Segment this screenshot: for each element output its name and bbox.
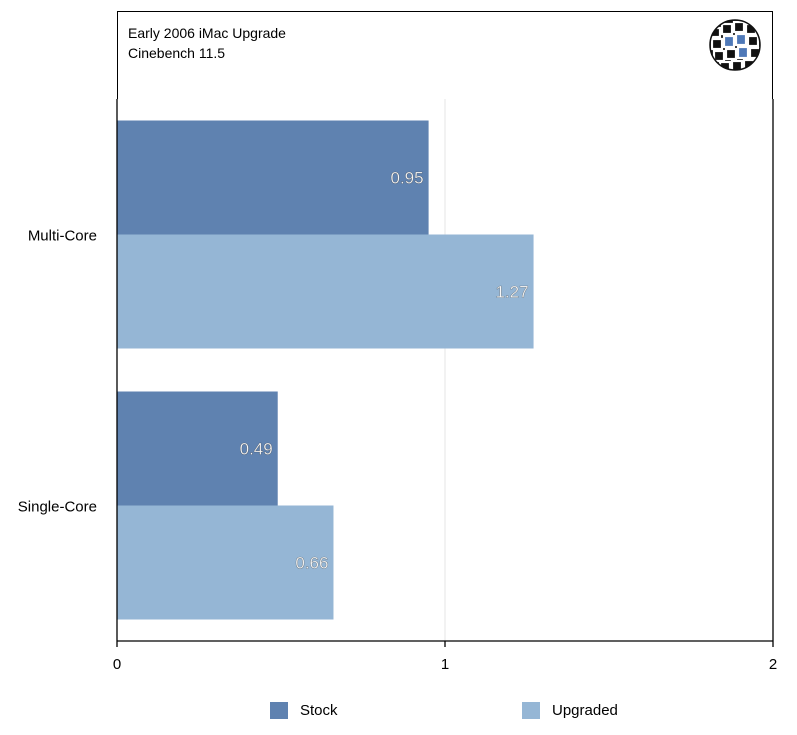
legend-swatch-upgraded [522, 702, 540, 719]
legend-label-upgraded: Upgraded [552, 702, 618, 719]
data-label-stock-single-core: 0.49 [240, 440, 273, 459]
x-tick-label-0: 0 [113, 656, 121, 673]
data-label-stock-multi-core: 0.95 [391, 169, 424, 188]
bar-upgraded-single-core [117, 505, 334, 620]
globe-logo-icon [709, 19, 761, 71]
bar-stock-multi-core [117, 120, 429, 235]
legend-item-stock: Stock [270, 702, 338, 719]
legend-swatch-stock [270, 702, 288, 719]
legend-item-upgraded: Upgraded [522, 702, 618, 719]
data-label-upgraded-multi-core: 1.27 [495, 283, 528, 302]
x-tick-label-1: 1 [441, 656, 449, 673]
chart-subtitle: Cinebench 11.5 [128, 45, 226, 61]
category-label-multi-core: Multi-Core [28, 228, 97, 245]
data-label-upgraded-single-core: 0.66 [295, 554, 328, 573]
category-label-single-core: Single-Core [18, 499, 97, 516]
bar-upgraded-multi-core [117, 234, 534, 349]
x-tick-label-2: 2 [769, 656, 777, 673]
legend-label-stock: Stock [300, 702, 338, 719]
bar-stock-single-core [117, 391, 278, 506]
chart-title-box: Early 2006 iMac Upgrade Cinebench 11.5 [117, 11, 773, 99]
chart-title: Early 2006 iMac Upgrade [128, 25, 286, 41]
